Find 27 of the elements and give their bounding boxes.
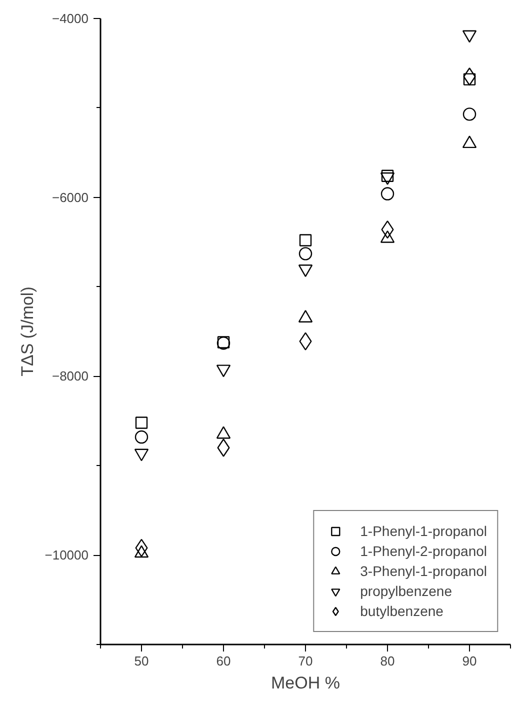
legend-label: propylbenzene — [360, 583, 452, 599]
point — [463, 73, 476, 86]
point — [380, 187, 394, 200]
legend-label: 1-Phenyl-1-propanol — [360, 523, 487, 539]
y-axis-title: TΔS (J/mol) — [18, 286, 37, 376]
x-axis-title: MeOH % — [271, 674, 340, 692]
x-tick-label: 60 — [216, 654, 231, 668]
point — [134, 430, 148, 444]
point — [298, 247, 312, 260]
y-tick-label: −6000 — [52, 190, 89, 205]
point — [299, 234, 312, 246]
y-tick-label: −4000 — [52, 11, 89, 26]
legend-label: butylbenzene — [360, 603, 444, 619]
legend-label: 1-Phenyl-2-propanol — [360, 543, 487, 559]
point — [217, 438, 230, 457]
point — [381, 170, 394, 182]
y-tick-label: −8000 — [52, 368, 89, 384]
point — [462, 108, 476, 121]
x-tick-label: 50 — [134, 654, 149, 668]
x-tick-label: 70 — [298, 654, 313, 668]
point — [463, 68, 476, 86]
x-tick-label: 80 — [380, 654, 395, 668]
x-tick-label: 90 — [462, 654, 477, 668]
legend-label: 3-Phenyl-1-propanol — [360, 563, 487, 579]
y-tick-label: −10000 — [44, 548, 89, 563]
point — [299, 332, 312, 350]
point — [135, 416, 148, 429]
